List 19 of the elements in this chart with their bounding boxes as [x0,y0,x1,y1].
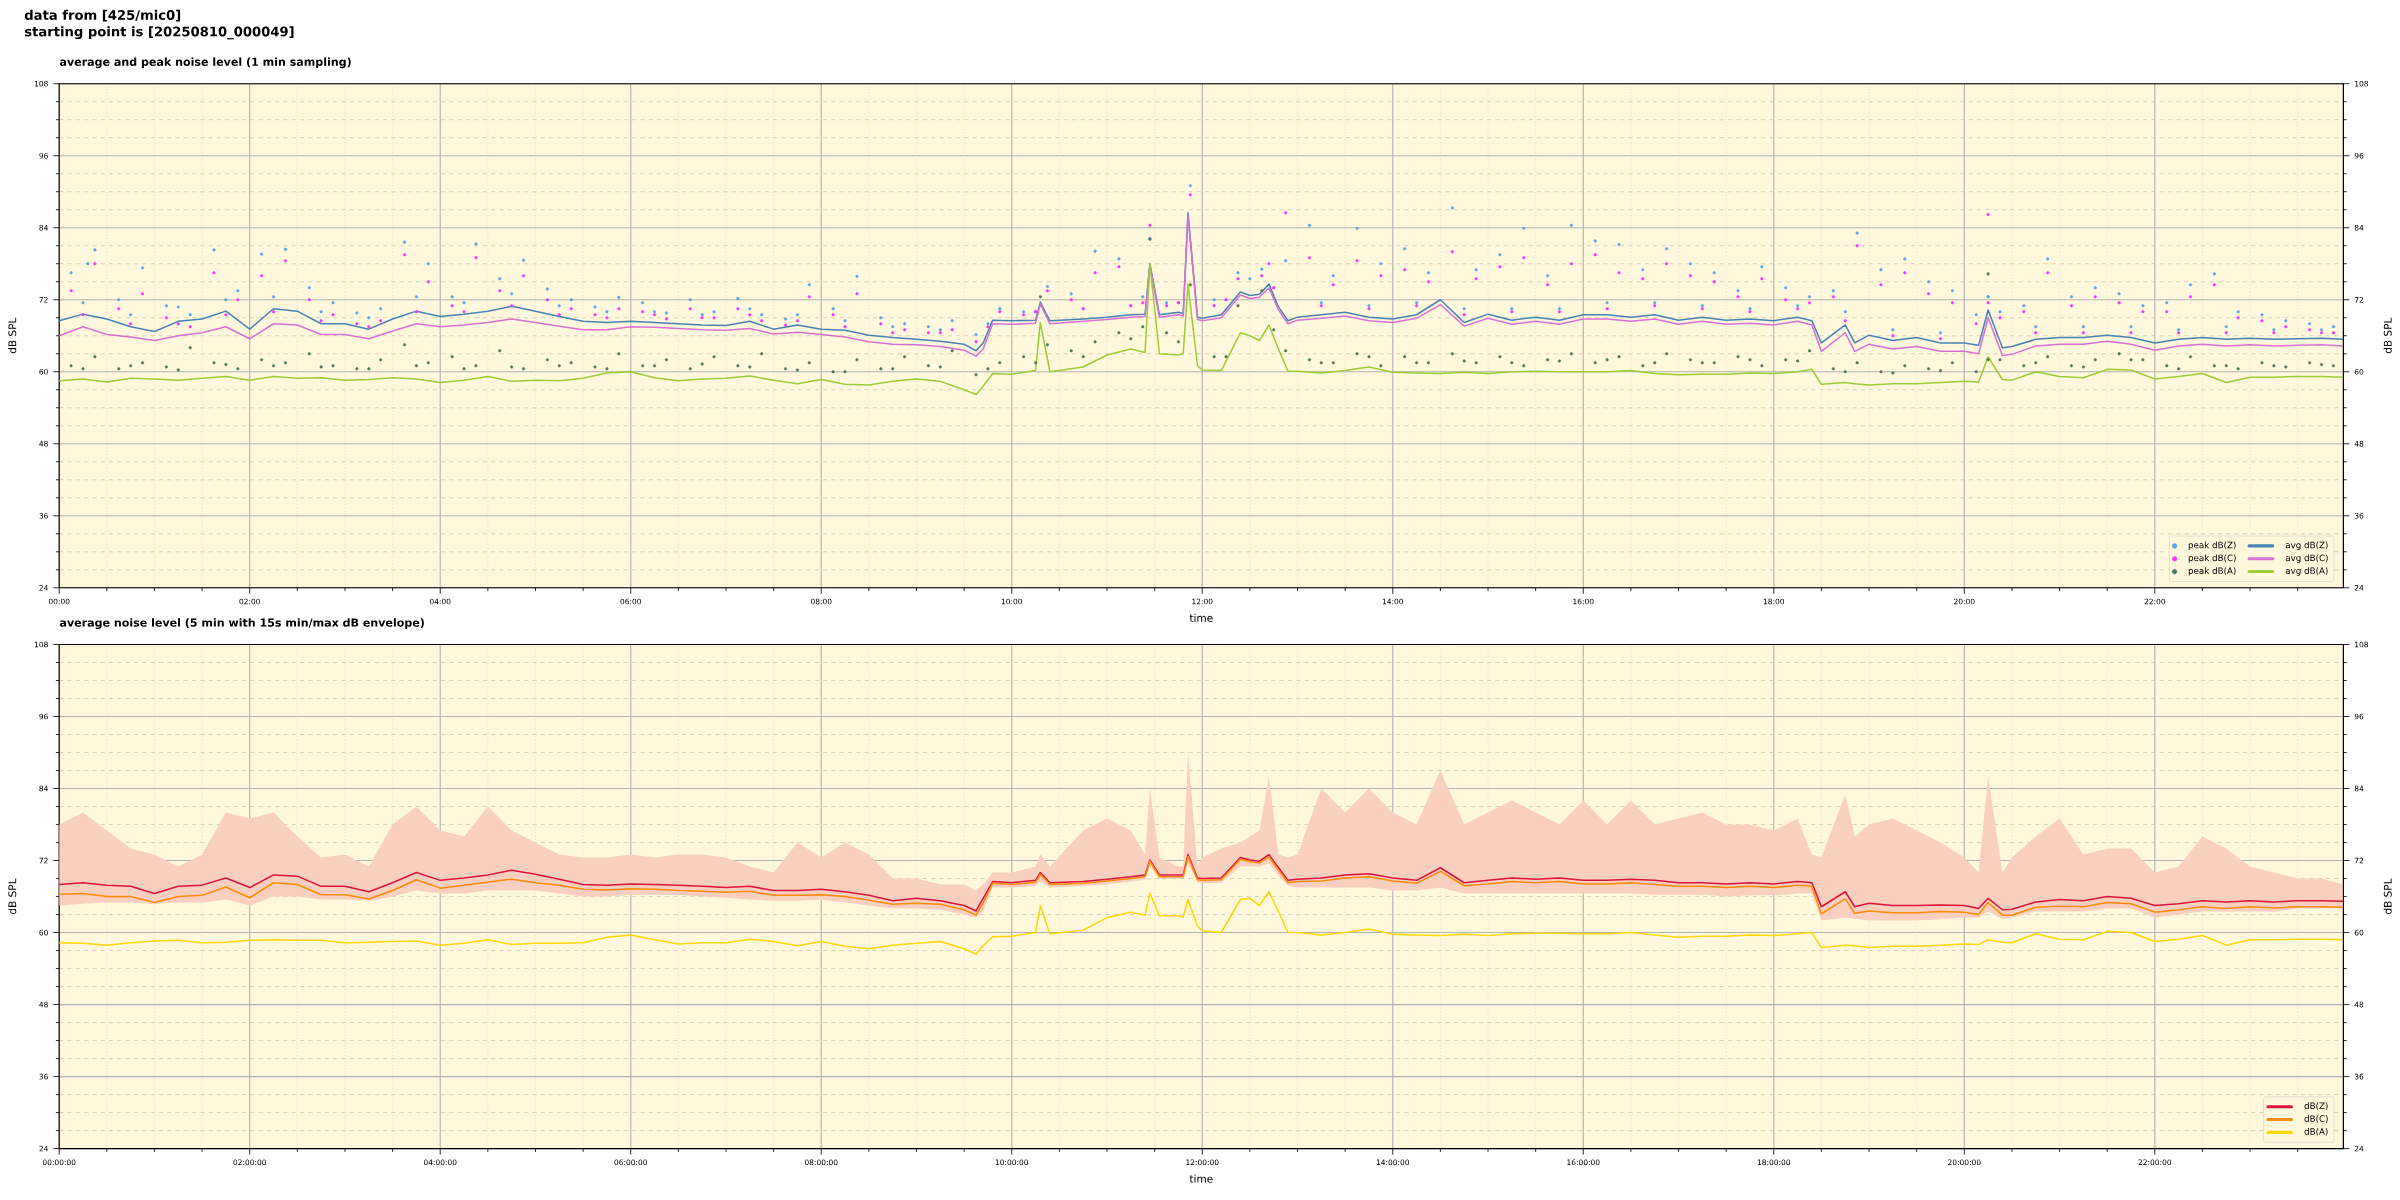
legend-label: peak dB(A) [2188,567,2236,576]
line-series [59,890,2344,955]
legend-label: peak dB(C) [2188,554,2236,563]
x-axis-title: time [1189,613,1213,622]
x-axis-title: time [1189,1174,1213,1183]
chart-title: average and peak noise level (1 min sampling) [59,57,351,69]
legend-label: avg dB(C) [2285,554,2328,563]
legend-label: avg dB(A) [2285,567,2328,576]
chart-title: average noise level (5 min with 15s min/max dB envelope) [59,618,424,629]
y2-axis-title: dB SPL [2383,317,2392,354]
y-axis-title: dB SPL [8,878,17,915]
legend-label: dB(Z) [2304,1102,2328,1111]
text: data from [425/mic0] [24,9,181,22]
y2-axis-title: dB SPL [2383,878,2392,915]
legend-label: dB(C) [2304,1115,2328,1123]
text: starting point is [20250810_000049] [24,26,294,40]
y-axis-title: dB SPL [8,317,17,354]
legend-label: dB(A) [2304,1128,2328,1136]
legend-label: avg dB(Z) [2285,541,2328,550]
